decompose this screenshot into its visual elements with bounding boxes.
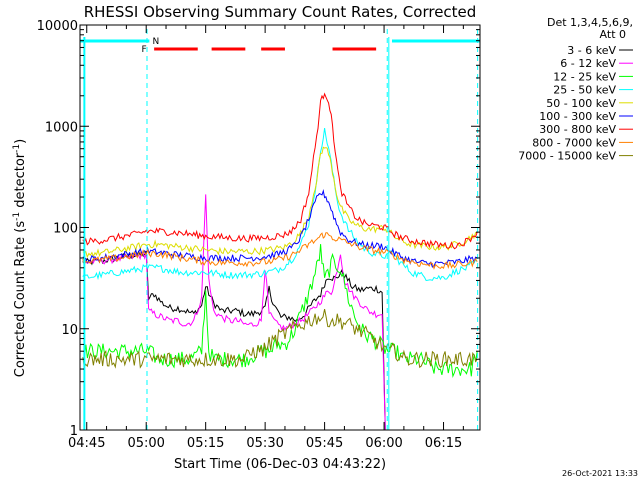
series-line-6 — [82, 92, 478, 250]
y-tick-label: 1000 — [45, 120, 78, 135]
series-layer — [82, 92, 478, 431]
legend-label: 25 - 50 keV — [553, 84, 616, 97]
legend-label: 12 - 25 keV — [553, 70, 616, 83]
series-line-0 — [82, 250, 386, 431]
plot-frame — [79, 24, 481, 431]
x-tick-label: 05:30 — [246, 436, 283, 451]
x-tick-label: 06:00 — [365, 436, 402, 451]
y-tick-label: 10 — [61, 323, 78, 338]
legend-label: 6 - 12 keV — [560, 57, 616, 70]
x-tick-label: 06:15 — [425, 436, 462, 451]
y-axis-label-mid: detector — [13, 152, 28, 212]
series-line-4 — [82, 146, 478, 259]
y-axis-label: Corrected Count Rate (s-1 detector-1) — [12, 139, 28, 377]
x-tick-label: 05:45 — [306, 436, 343, 451]
legend-header-detectors: Det 1,3,4,5,6,9, — [547, 16, 633, 29]
legend-label: 50 - 100 keV — [546, 97, 616, 110]
y-tick-label: 1 — [70, 424, 78, 439]
timestamp: 26-Oct-2021 13:33 — [562, 469, 638, 478]
x-tick-label: 05:00 — [127, 436, 164, 451]
y-axis-label-end: ) — [13, 139, 28, 144]
series-line-8 — [82, 309, 478, 369]
series-line-1 — [82, 194, 386, 431]
y-axis-label-exp2: -1 — [12, 144, 22, 153]
legend-header-attenuator: Att 0 — [600, 28, 626, 41]
axes-layer: 04:45 05:00 05:15 05:30 05:45 06:00 06:15 1 10 10… — [37, 19, 481, 451]
legend-label: 300 - 800 keV — [539, 123, 616, 136]
night-flag-label: N — [153, 37, 160, 47]
y-tick-label: 100 — [53, 222, 78, 237]
series-line-3 — [82, 128, 478, 282]
x-tick-label: 05:15 — [187, 436, 224, 451]
y-tick-label: 10000 — [37, 19, 78, 34]
chart-title: RHESSI Observing Summary Count Rates, Co… — [84, 3, 477, 21]
legend-label: 7000 - 15000 keV — [518, 150, 616, 163]
legend-label: 100 - 300 keV — [539, 110, 616, 123]
legend-label: 800 - 7000 keV — [532, 136, 616, 149]
y-axis-label-main: Corrected Count Rate (s — [13, 221, 28, 378]
y-axis-label-exp1: -1 — [12, 212, 22, 221]
x-axis-label: Start Time (06-Dec-03 04:43:22) — [174, 457, 386, 472]
x-tick-label: 04:45 — [68, 436, 105, 451]
series-line-7 — [82, 232, 478, 270]
flag-layer: NF — [80, 29, 480, 430]
legend-label: 3 - 6 keV — [567, 44, 616, 57]
series-line-2 — [82, 244, 478, 378]
flare-flag-label: F — [141, 45, 146, 55]
